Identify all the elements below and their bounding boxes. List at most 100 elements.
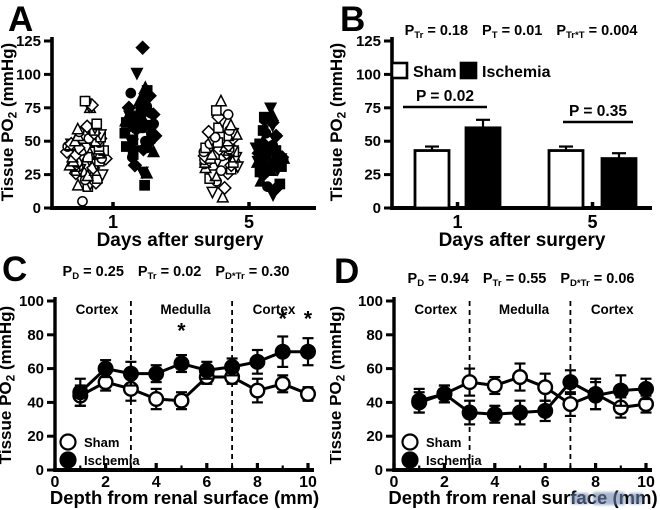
svg-text:*: * — [279, 308, 288, 331]
panel-b-legend: Sham Ischemia — [390, 61, 551, 81]
svgC-x-axis-title: Depth from renal surface (mm) — [50, 487, 319, 508]
svg-text:10: 10 — [299, 474, 317, 491]
svg-text:Tissue PO2 (mmHg): Tissue PO2 (mmHg) — [330, 43, 349, 201]
panel-b-comparison-brackets: P = 0.02 P = 0.35 — [403, 88, 633, 124]
svg-text:2: 2 — [440, 474, 449, 491]
svg-text:P = 0.02: P = 0.02 — [416, 88, 474, 105]
svg-text:Days after surgery: Days after surgery — [97, 230, 264, 251]
svgD-legend: Sham Ischemia — [401, 433, 482, 469]
svg-text:0: 0 — [33, 200, 41, 217]
panel-b-label: B — [340, 0, 366, 39]
svgD-x-axis-title: Depth from renal surface (mm) — [388, 487, 657, 508]
svg-text:P = 0.35: P = 0.35 — [569, 103, 627, 120]
svgC-legend: Sham Ischemia — [59, 433, 140, 469]
svg-text:0: 0 — [390, 474, 399, 491]
svgC-axes: 0 20 40 60 80 100 0 2 4 6 8 10 — [19, 293, 317, 491]
svg-text:*: * — [177, 319, 186, 342]
svg-text:5: 5 — [587, 212, 597, 232]
svg-text:Cortex: Cortex — [76, 302, 119, 317]
svgC-significance-asterisks: * * * — [177, 308, 313, 343]
panel-b-x-axis-title: Days after surgery — [439, 230, 606, 251]
svg-text:25: 25 — [24, 167, 41, 184]
svg-text:6: 6 — [202, 474, 211, 491]
svg-text:Days after surgery: Days after surgery — [439, 230, 606, 251]
svg-text:0: 0 — [373, 200, 381, 217]
svg-text:Cortex: Cortex — [414, 302, 457, 317]
svg-text:50: 50 — [364, 133, 381, 150]
svgC-region-labels: Cortex Medulla Cortex — [76, 302, 296, 317]
svg-text:60: 60 — [366, 361, 383, 378]
svg-text:75: 75 — [24, 100, 41, 117]
svg-text:4: 4 — [490, 474, 499, 491]
panel-b-y-axis-title: Tissue PO2 (mmHg) — [330, 43, 349, 201]
svg-text:Ischemia: Ischemia — [482, 64, 551, 81]
p-value: PTr = 0.02 — [137, 264, 202, 283]
svg-text:80: 80 — [27, 327, 44, 344]
watermark-blot — [571, 492, 589, 504]
svg-text:125: 125 — [356, 33, 381, 50]
svg-text:Depth from renal surface (mm): Depth from renal surface (mm) — [50, 487, 319, 508]
svg-text:80: 80 — [366, 327, 383, 344]
svgD-axes: 0 20 40 60 80 100 0 2 4 6 8 10 — [358, 293, 655, 491]
svg-text:1: 1 — [452, 212, 462, 232]
svg-text:0: 0 — [375, 462, 383, 479]
svg-text:Ischemia: Ischemia — [426, 453, 482, 468]
svgD-region-labels: Cortex Medulla Cortex — [414, 302, 634, 317]
svg-text:Sham: Sham — [426, 435, 461, 450]
svg-text:1: 1 — [108, 212, 118, 232]
p-value: PTr = 0.55 — [482, 271, 547, 290]
scatter-group-sham-day-1 — [59, 95, 113, 207]
svg-text:50: 50 — [24, 133, 41, 150]
svg-text:8: 8 — [591, 474, 600, 491]
svg-text:2: 2 — [101, 474, 110, 491]
svg-text:60: 60 — [27, 361, 44, 378]
p-value: PTr = 0.18 — [404, 23, 469, 42]
svg-text:8: 8 — [253, 474, 262, 491]
svg-text:100: 100 — [19, 293, 44, 310]
svg-text:0: 0 — [36, 462, 44, 479]
svgD-y-axis-title: Tissue PO2 (mmHg) — [330, 306, 348, 464]
svg-text:25: 25 — [364, 167, 381, 184]
panel-a-y-axis-title: Tissue PO2 (mmHg) — [0, 43, 20, 201]
svg-text:Ischemia: Ischemia — [84, 453, 140, 468]
p-value: PD*Tr = 0.06 — [560, 271, 635, 290]
svg-text:Sham: Sham — [84, 435, 119, 450]
panel-d-stats: PD = 0.94 PTr = 0.55 PD*Tr = 0.06 — [401, 271, 642, 289]
svg-text:Tissue PO2 (mmHg): Tissue PO2 (mmHg) — [330, 306, 348, 464]
svg-text:40: 40 — [366, 394, 383, 411]
svg-text:Medulla: Medulla — [499, 302, 550, 317]
svg-text:10: 10 — [637, 474, 655, 491]
svg-text:Cortex: Cortex — [591, 302, 634, 317]
svg-text:20: 20 — [27, 428, 44, 445]
scatter-group-ischemia-day-5 — [249, 102, 291, 203]
panel-c-label: C — [2, 250, 28, 289]
svg-text:100: 100 — [358, 293, 383, 310]
svg-text:40: 40 — [27, 394, 44, 411]
svg-text:*: * — [304, 308, 313, 331]
p-value: PD = 0.94 — [407, 271, 469, 290]
svg-text:Sham: Sham — [413, 64, 457, 81]
scatter-group-ischemia-day-1 — [119, 40, 163, 191]
svg-text:Tissue PO2 (mmHg): Tissue PO2 (mmHg) — [0, 43, 20, 201]
svg-text:125: 125 — [16, 33, 41, 50]
svg-text:Cortex: Cortex — [253, 302, 296, 317]
panel-d-label: D — [334, 252, 360, 291]
watermark-blot — [629, 492, 643, 504]
svg-text:75: 75 — [364, 100, 381, 117]
panel-a-axes: 0 25 50 75 100 125 1 5 — [16, 33, 316, 232]
panel-c-stats: PD = 0.25 PTr = 0.02 PD*Tr = 0.30 — [56, 264, 297, 282]
svg-text:4: 4 — [152, 474, 161, 491]
scatter-group-sham-day-5 — [197, 93, 245, 203]
p-value: PT = 0.01 — [482, 23, 543, 42]
panel-a-x-axis-title: Days after surgery — [97, 230, 264, 251]
panel-b-bars — [413, 118, 638, 210]
svg-text:Tissue PO2 (mmHg): Tissue PO2 (mmHg) — [0, 306, 18, 464]
svg-text:6: 6 — [541, 474, 550, 491]
p-value: PTr*T = 0.004 — [556, 23, 638, 42]
watermark-blot — [593, 491, 625, 505]
